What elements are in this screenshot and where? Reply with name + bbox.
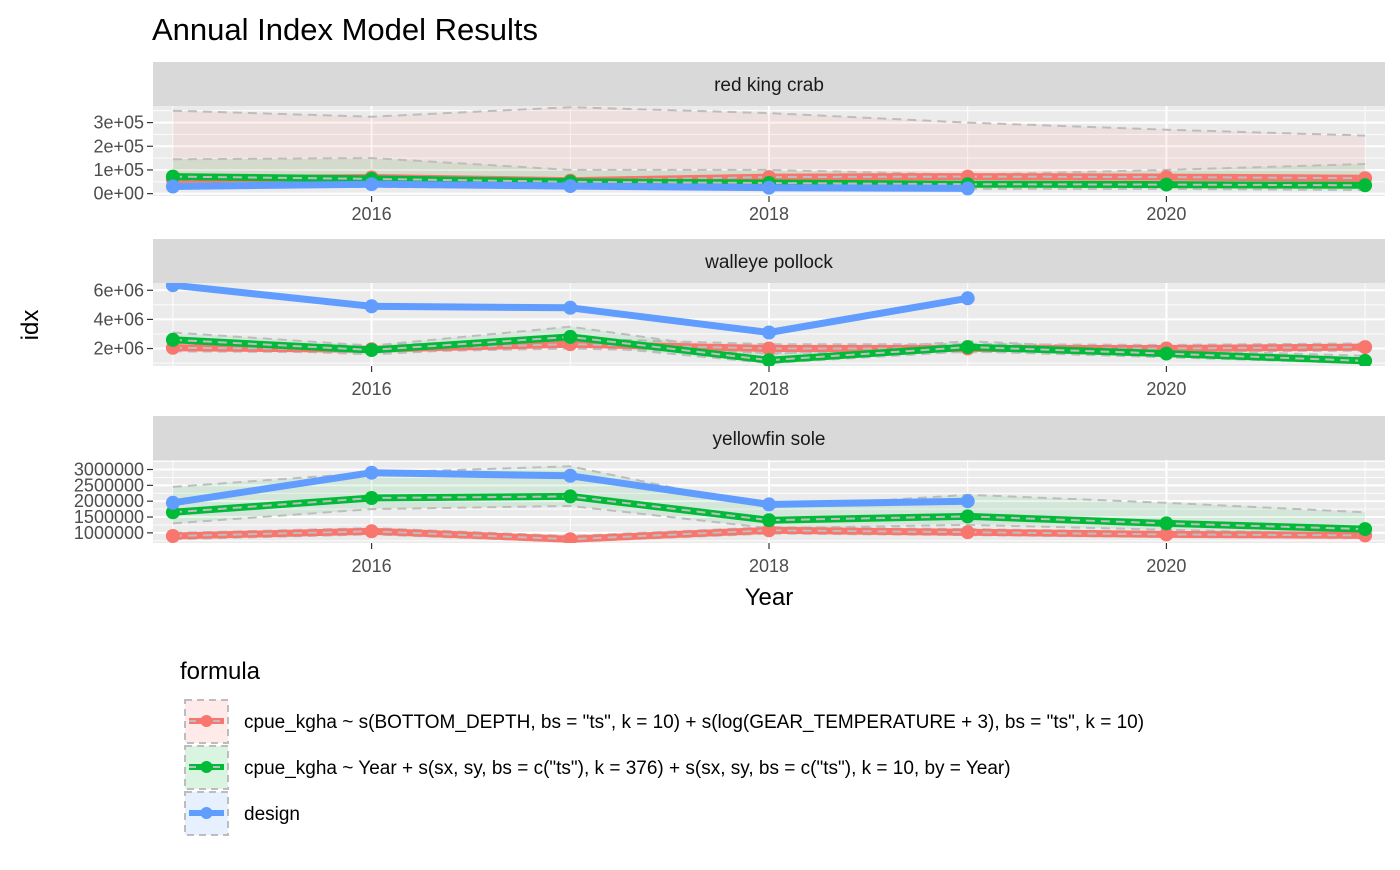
data-point-year — [960, 509, 975, 524]
data-point-design — [364, 299, 379, 314]
data-point-design — [762, 180, 776, 195]
data-point-year — [1159, 177, 1174, 192]
data-point-year — [762, 353, 776, 366]
data-point-year — [563, 489, 578, 504]
data-point-year — [364, 491, 379, 505]
legend-key-point — [200, 761, 213, 773]
facet-panels: red king crab 0e+00 1e+05 2e+05 3e+05 2016 201… — [74, 62, 1385, 576]
plot-area — [165, 465, 1373, 543]
facet-strip-label: walleye pollock — [704, 252, 833, 273]
x-tick-label: 2018 — [749, 204, 789, 224]
legend-item-depth: cpue_kgha ~ s(BOTTOM_DEPTH, bs = "ts", k… — [184, 699, 1144, 744]
facet-strip-label: yellowfin sole — [713, 429, 826, 450]
y-tick-label: 3e+05 — [93, 113, 144, 133]
data-point-year — [960, 340, 975, 355]
data-point-year — [1159, 346, 1174, 361]
data-point-depth — [960, 525, 975, 540]
data-point-year — [1358, 178, 1373, 193]
ci-ribbon-year — [172, 326, 1366, 364]
data-point-depth — [364, 524, 379, 539]
legend-label: cpue_kgha ~ s(BOTTOM_DEPTH, bs = "ts", k… — [244, 712, 1144, 733]
data-point-design — [960, 181, 975, 196]
data-point-design — [165, 283, 180, 293]
y-tick-label: 2000000 — [74, 491, 144, 511]
legend-label: design — [244, 804, 300, 825]
ci-bound-upper-year — [172, 157, 1366, 176]
data-point-year — [1358, 353, 1373, 366]
y-tick-label: 2e+06 — [93, 339, 144, 359]
legend-key-point — [200, 807, 213, 819]
y-tick-label: 1500000 — [74, 507, 144, 527]
y-tick-label: 6e+06 — [93, 280, 144, 300]
facet-strip — [153, 62, 1385, 106]
y-axis-title: idx — [17, 310, 44, 341]
y-tick-label: 2500000 — [74, 475, 144, 495]
data-point-design — [762, 325, 776, 340]
data-point-design — [563, 179, 578, 194]
facet-walleye-pollock: walleye pollock 2e+06 4e+06 6e+06 2016 2018 20… — [93, 239, 1385, 399]
legend-key-point — [200, 715, 213, 727]
data-point-year — [1159, 516, 1174, 531]
legend-title: formula — [180, 658, 261, 685]
plot-area — [165, 106, 1373, 196]
data-point-depth — [1159, 527, 1174, 542]
facet-yellowfin-sole: yellowfin sole 10000001500000200000025000… — [74, 416, 1385, 576]
x-tick-label: 2020 — [1146, 204, 1186, 224]
y-tick-label: 0e+00 — [93, 184, 144, 204]
data-point-depth — [762, 341, 776, 356]
y-tick-label: 1000000 — [74, 523, 144, 543]
legend-label: cpue_kgha ~ Year + s(sx, sy, bs = c("ts"… — [244, 758, 1011, 779]
data-point-design — [364, 465, 379, 480]
data-point-design — [563, 300, 578, 315]
y-tick-label: 2e+05 — [93, 136, 144, 156]
facet-strip-label: red king crab — [714, 75, 824, 96]
legend-item-year: cpue_kgha ~ Year + s(sx, sy, bs = c("ts"… — [184, 745, 1011, 790]
data-point-year — [364, 343, 379, 357]
y-tick-label: 4e+06 — [93, 309, 144, 329]
y-tick-label: 3000000 — [74, 460, 144, 480]
x-tick-label: 2016 — [352, 556, 392, 576]
data-point-design — [563, 468, 578, 483]
data-point-design — [762, 497, 776, 512]
x-tick-label: 2016 — [352, 204, 392, 224]
x-tick-label: 2016 — [352, 379, 392, 399]
chart-title: Annual Index Model Results — [152, 12, 538, 47]
data-point-design — [165, 495, 180, 510]
x-tick-label: 2018 — [749, 379, 789, 399]
facet-red-king-crab: red king crab 0e+00 1e+05 2e+05 3e+05 2016 201… — [93, 62, 1385, 224]
ci-ribbon-depth — [172, 107, 1366, 188]
facet-strip — [153, 416, 1385, 460]
data-point-design — [960, 291, 975, 306]
data-point-design — [364, 177, 379, 192]
data-point-year — [165, 332, 180, 347]
data-point-depth — [762, 523, 776, 538]
x-tick-label: 2020 — [1146, 556, 1186, 576]
data-point-year — [563, 329, 578, 344]
data-point-depth — [165, 529, 180, 543]
legend-item-design: design — [184, 791, 300, 836]
x-tick-label: 2020 — [1146, 379, 1186, 399]
data-point-depth — [1358, 340, 1373, 355]
data-point-design — [165, 179, 180, 194]
facet-strip — [153, 239, 1385, 283]
ci-bound-upper-depth — [172, 106, 1366, 137]
data-point-year — [1358, 522, 1373, 537]
x-axis-title: Year — [745, 584, 794, 611]
plot-area — [165, 283, 1373, 366]
data-point-depth — [563, 532, 578, 543]
data-point-year — [762, 513, 776, 528]
data-point-design — [960, 494, 975, 509]
legend: formula cpue_kgha ~ s(BOTTOM_DEPTH, bs =… — [180, 658, 1144, 836]
data-point-year — [165, 169, 180, 184]
y-tick-label: 1e+05 — [93, 160, 144, 180]
x-tick-label: 2018 — [749, 556, 789, 576]
